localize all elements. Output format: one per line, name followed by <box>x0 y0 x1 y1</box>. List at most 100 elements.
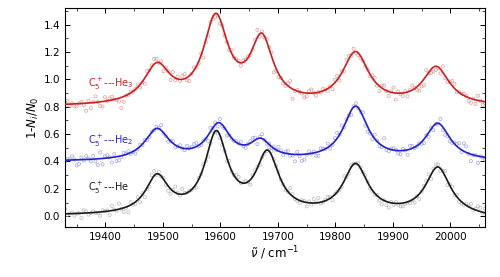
Point <box>169 139 177 143</box>
Point <box>326 84 334 89</box>
Point <box>436 169 444 173</box>
Point <box>78 155 86 160</box>
Point <box>186 146 194 150</box>
Point <box>436 71 444 76</box>
Point <box>378 83 386 88</box>
Point <box>242 57 250 62</box>
Point <box>478 103 486 107</box>
Point <box>370 76 378 80</box>
Point <box>202 159 210 163</box>
Point <box>464 99 472 103</box>
Point <box>126 89 134 94</box>
Point <box>68 101 76 106</box>
Point <box>225 133 233 138</box>
Point <box>420 141 428 145</box>
Point <box>277 148 285 153</box>
Point <box>362 64 370 69</box>
Point <box>472 102 480 106</box>
Point <box>308 87 316 92</box>
Point <box>298 159 306 163</box>
Point <box>192 185 200 190</box>
Text: C$_5^+$---He: C$_5^+$---He <box>88 179 129 196</box>
Point <box>408 83 416 88</box>
Point <box>366 74 374 79</box>
Point <box>300 95 308 100</box>
Point <box>70 157 78 162</box>
Point <box>310 197 318 201</box>
Point <box>82 209 90 214</box>
Point <box>406 143 414 148</box>
Point <box>129 89 137 94</box>
Point <box>448 79 456 83</box>
Point <box>118 155 126 159</box>
Point <box>476 99 484 103</box>
Point <box>174 191 182 195</box>
Point <box>206 20 214 24</box>
Point <box>464 204 472 208</box>
Point <box>78 99 86 104</box>
Point <box>225 48 233 52</box>
Point <box>300 199 308 203</box>
Point <box>390 85 398 90</box>
Point <box>331 192 339 196</box>
Point <box>146 135 154 139</box>
Point <box>103 208 111 213</box>
Point <box>338 185 346 189</box>
Point <box>136 200 144 204</box>
Point <box>82 154 90 158</box>
Point <box>108 204 116 208</box>
Point <box>467 101 475 105</box>
Point <box>122 151 130 156</box>
Point <box>132 87 140 91</box>
Point <box>277 76 285 80</box>
Point <box>359 110 367 115</box>
Point <box>319 146 327 151</box>
Point <box>164 189 172 193</box>
Point <box>422 133 430 137</box>
Point <box>228 169 235 174</box>
Point <box>472 206 480 211</box>
Point <box>378 145 386 150</box>
Point <box>92 94 100 99</box>
Point <box>101 154 109 158</box>
Point <box>94 163 102 167</box>
Point <box>348 53 356 58</box>
Point <box>178 146 186 151</box>
Point <box>200 162 207 166</box>
Point <box>368 73 376 78</box>
Point <box>200 138 207 143</box>
Point <box>242 146 250 150</box>
Point <box>462 201 470 206</box>
Point <box>61 100 69 104</box>
Point <box>152 124 160 129</box>
Point <box>282 188 290 193</box>
Point <box>300 157 308 162</box>
Point <box>172 184 179 189</box>
Point <box>324 141 332 146</box>
Point <box>446 79 454 84</box>
Point <box>453 90 461 94</box>
Point <box>169 70 177 74</box>
Point <box>265 145 273 150</box>
Point <box>345 171 353 176</box>
Point <box>439 128 447 132</box>
Point <box>237 181 245 185</box>
Point <box>265 45 273 50</box>
Point <box>118 206 126 211</box>
Point <box>390 146 398 150</box>
Point <box>420 183 428 188</box>
Point <box>240 144 248 148</box>
Point <box>317 146 325 150</box>
Point <box>268 50 276 55</box>
Point <box>172 78 179 83</box>
Point <box>122 206 130 211</box>
Point <box>214 124 222 129</box>
Point <box>319 200 327 205</box>
Point <box>336 78 344 83</box>
Point <box>178 74 186 78</box>
Point <box>396 92 404 96</box>
Point <box>103 153 111 157</box>
Point <box>230 173 238 177</box>
Point <box>110 152 118 156</box>
Point <box>481 206 489 211</box>
